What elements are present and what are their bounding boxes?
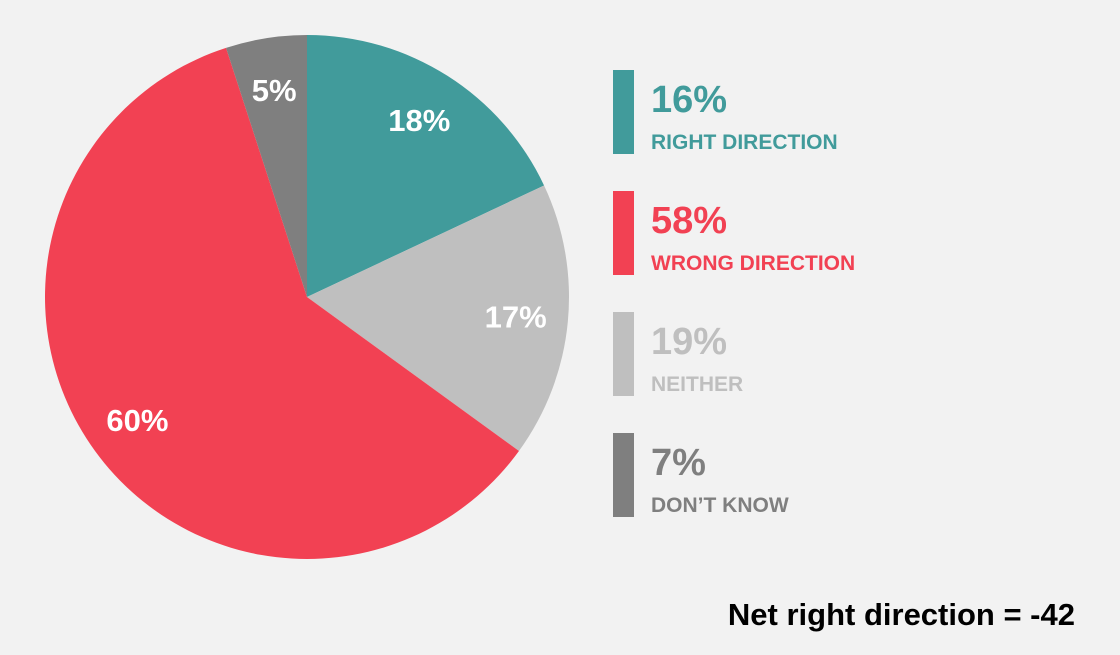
slice-label: 5%	[252, 73, 297, 108]
pie-slice	[307, 35, 545, 297]
pie-slice	[44, 47, 519, 559]
slice-label: 60%	[106, 403, 168, 438]
legend-swatch	[613, 433, 634, 517]
legend-name: NEITHER	[651, 373, 743, 396]
legend-name: RIGHT DIRECTION	[651, 131, 838, 154]
legend-swatch	[613, 70, 634, 154]
pie-slice	[226, 35, 307, 297]
legend-value: 16%	[651, 79, 727, 121]
slice-label: 18%	[388, 103, 450, 138]
legend-value: 7%	[651, 442, 706, 484]
legend-name: WRONG DIRECTION	[651, 252, 855, 275]
legend-swatch	[613, 312, 634, 396]
legend-value: 58%	[651, 200, 727, 242]
legend-value: 19%	[651, 321, 727, 363]
pie-slice	[307, 185, 570, 451]
legend-swatch	[613, 191, 634, 275]
annotation: Net right direction = -42	[728, 597, 1075, 632]
slice-label: 17%	[485, 300, 547, 335]
legend-name: DON’T KNOW	[651, 494, 789, 517]
